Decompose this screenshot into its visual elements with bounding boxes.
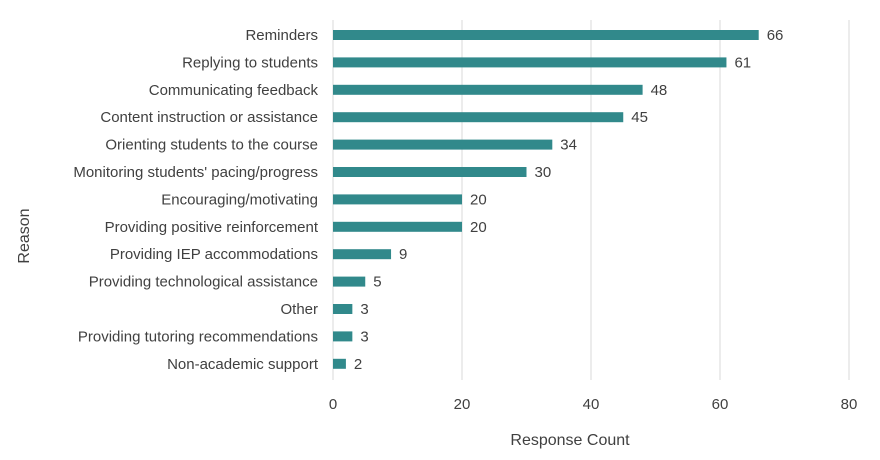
category-label: Replying to students [182,54,318,71]
y-axis-title: Reason [16,208,33,263]
bar [333,84,643,95]
data-label: 34 [560,137,577,154]
bar [333,358,346,369]
category-label: Other [280,301,318,318]
bar [333,139,553,150]
category-label: Communicating feedback [149,82,319,99]
category-label: Content instruction or assistance [100,109,318,126]
data-label: 20 [470,191,487,208]
x-axis-title: Response Count [510,432,630,449]
data-label: 20 [470,219,487,236]
labels: 0 20 40 60 80 Reminders 66 Replying to students… [73,27,857,413]
gridlines [332,20,850,380]
x-tick-label: 0 [329,396,337,413]
bars [333,30,759,369]
bar [333,167,527,177]
category-label: Encouraging/motivating [161,191,318,208]
category-label: Non-academic support [167,356,319,373]
category-label: Reminders [245,27,318,44]
data-label: 61 [734,54,751,71]
data-label: 30 [535,164,552,181]
x-tick-label: 40 [583,396,600,413]
data-label: 9 [399,246,407,263]
x-tick-label: 20 [454,396,471,413]
category-label: Orienting students to the course [105,137,318,154]
bar [333,276,366,287]
x-tick-label: 80 [841,396,858,413]
data-label: 66 [767,27,784,44]
data-label: 48 [651,82,668,99]
bar [333,221,462,232]
bar [333,57,727,68]
x-tick-label: 60 [712,396,729,413]
bar [333,112,624,123]
bar [333,249,392,260]
data-label: 3 [360,301,368,318]
category-label: Providing IEP accommodations [110,246,318,263]
data-label: 45 [631,109,648,126]
category-label: Providing technological assistance [89,274,318,291]
category-label: Monitoring students' pacing/progress [73,164,318,181]
bar [333,30,759,40]
category-label: Providing tutoring recommendations [78,328,318,345]
bar [333,304,353,314]
data-label: 3 [360,328,368,345]
category-label: Providing positive reinforcement [105,219,319,236]
bar [333,194,462,205]
bar [333,331,353,342]
data-label: 5 [373,274,381,291]
data-label: 2 [354,356,362,373]
